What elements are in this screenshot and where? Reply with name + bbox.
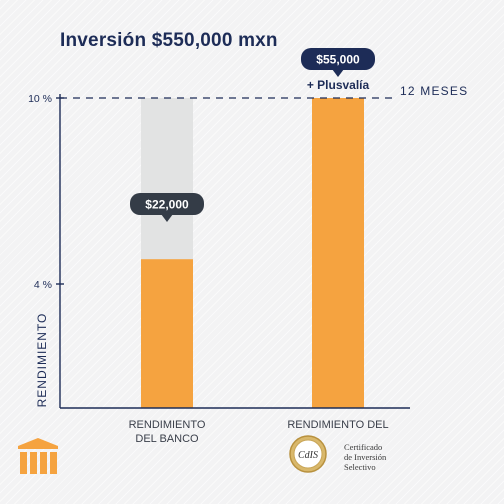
y-axis-label: RENDIMIENTO bbox=[35, 313, 49, 408]
cdis-badge: CdIS bbox=[286, 434, 406, 474]
columns-logo-icon bbox=[18, 438, 58, 474]
category-label-1-0: RENDIMIENTO DEL bbox=[287, 419, 388, 431]
y-tick-label-1: 10 % bbox=[28, 93, 52, 105]
callout-label-1: $55,000 bbox=[316, 53, 360, 67]
callout-sublabel-1: + Plusvalía bbox=[307, 78, 370, 92]
category-label-0-1: DEL BANCO bbox=[135, 433, 199, 445]
reference-line-label: 12 MESES bbox=[400, 84, 468, 98]
y-tick-label-0: 4 % bbox=[34, 279, 52, 291]
category-label-0-0: RENDIMIENTO bbox=[129, 419, 206, 431]
bar-0 bbox=[141, 259, 193, 408]
callout-box-1 bbox=[301, 48, 375, 70]
badge-caption: Certificado de Inversión Selectivo bbox=[344, 442, 387, 472]
badge-text: CdIS bbox=[298, 450, 318, 461]
callout-pointer-0 bbox=[161, 214, 173, 222]
bar-1 bbox=[312, 98, 364, 408]
callout-box-0 bbox=[130, 193, 204, 215]
callout-pointer-1 bbox=[332, 69, 344, 77]
callout-label-0: $22,000 bbox=[145, 198, 189, 212]
chart-title: Inversión $550,000 mxn bbox=[60, 30, 278, 51]
